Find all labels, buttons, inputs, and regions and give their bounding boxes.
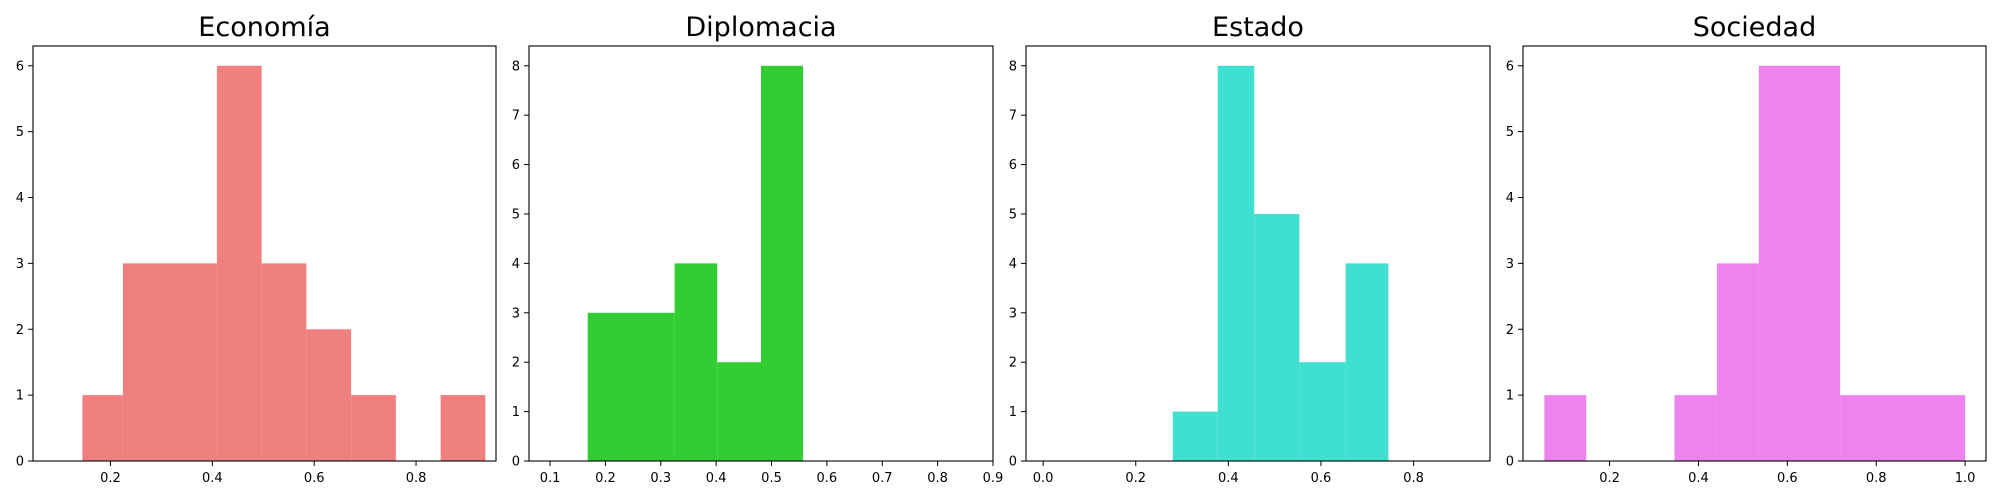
- y-tick-label: 7: [1009, 109, 1017, 124]
- y-tick-label: 2: [1009, 356, 1017, 371]
- y-tick-label: 3: [1009, 306, 1017, 321]
- x-tick-label: 0.8: [927, 471, 948, 486]
- histogram-bar: [674, 263, 718, 461]
- x-tick-label: 0.3: [650, 471, 671, 486]
- histogram-bar: [1758, 65, 1841, 461]
- y-tick-label: 6: [1506, 59, 1514, 74]
- axes-frame: [32, 45, 497, 462]
- y-tick-label: 1: [1009, 405, 1017, 420]
- x-tick-label: 0.4: [202, 471, 223, 486]
- histogram-bar: [587, 312, 675, 461]
- x-tick-label: 0.9: [983, 471, 1004, 486]
- y-tick-label: 5: [16, 125, 24, 140]
- panel-title: Estado: [1212, 12, 1304, 43]
- y-tick-label: 5: [512, 207, 520, 222]
- y-tick-label: 1: [16, 389, 24, 404]
- y-tick-label: 5: [1009, 207, 1017, 222]
- y-tick-label: 1: [1506, 389, 1514, 404]
- x-tick-label: 0.2: [1599, 471, 1620, 486]
- histogram-bar: [1544, 395, 1587, 461]
- panel-title: Sociedad: [1693, 12, 1816, 43]
- x-tick-label: 1.0: [1955, 471, 1976, 486]
- y-tick-label: 0: [16, 455, 24, 470]
- histogram-bar: [122, 263, 217, 461]
- panel-diplomacia: Diplomacia 0.1 0.2 0.3 0.4 0.5 0.6 0.7 0.8 0.9 0 1…: [512, 12, 1004, 486]
- axes-frame: [528, 45, 994, 462]
- x-tick-label: 0.4: [1688, 471, 1709, 486]
- y-tick-label: 0: [1506, 455, 1514, 470]
- axes-frame: [1025, 45, 1491, 462]
- histogram-bar: [1840, 395, 1966, 461]
- histogram-bar: [1299, 362, 1346, 461]
- y-tick-label: 4: [16, 191, 24, 206]
- histogram-bar: [1674, 395, 1717, 461]
- y-tick-label: 4: [1009, 257, 1017, 272]
- x-tick-label: 0.0: [1033, 471, 1054, 486]
- y-tick-label: 1: [512, 405, 520, 420]
- axes-frame: [1522, 45, 1987, 462]
- histogram-bar: [216, 65, 262, 461]
- x-tick-label: 0.5: [761, 471, 782, 486]
- panel-estado: Estado 0.0 0.2 0.4 0.6 0.8 0 1 2 3 4 5 6 7 8: [1009, 12, 1491, 486]
- x-tick-label: 0.2: [595, 471, 616, 486]
- histogram-bar: [1254, 213, 1300, 461]
- panel-title: Diplomacia: [685, 12, 836, 43]
- histogram-bar: [82, 395, 123, 461]
- histogram-bar: [1217, 65, 1255, 461]
- x-tick-label: 0.1: [540, 471, 561, 486]
- y-tick-label: 3: [1506, 257, 1514, 272]
- y-tick-label: 8: [1009, 59, 1017, 74]
- y-tick-label: 5: [1506, 125, 1514, 140]
- y-tick-label: 2: [16, 323, 24, 338]
- y-tick-label: 7: [512, 109, 520, 124]
- x-tick-label: 0.6: [304, 471, 325, 486]
- y-tick-label: 3: [512, 306, 520, 321]
- y-tick-label: 3: [16, 257, 24, 272]
- y-tick-label: 6: [1009, 158, 1017, 173]
- x-tick-label: 0.6: [817, 471, 838, 486]
- histogram-bar: [261, 263, 307, 461]
- histogram-bar: [761, 65, 804, 461]
- histogram-bar: [440, 395, 486, 461]
- histogram-bar: [306, 329, 352, 461]
- histogram-bar: [717, 362, 761, 461]
- histogram-bar: [351, 395, 396, 461]
- panel-sociedad: Sociedad 0.2 0.4 0.6 0.8 1.0 0 1 2 3 4 5 6: [1506, 12, 1987, 486]
- y-tick-label: 6: [512, 158, 520, 173]
- x-tick-label: 0.8: [406, 471, 427, 486]
- y-tick-label: 8: [512, 59, 520, 74]
- y-tick-label: 2: [512, 356, 520, 371]
- x-tick-label: 0.8: [1403, 471, 1424, 486]
- y-tick-label: 4: [1506, 191, 1514, 206]
- histogram-bar: [1716, 263, 1759, 461]
- x-tick-label: 0.2: [100, 471, 121, 486]
- y-tick-label: 0: [1009, 455, 1017, 470]
- x-tick-label: 0.4: [706, 471, 727, 486]
- x-tick-label: 0.8: [1866, 471, 1887, 486]
- x-tick-label: 0.2: [1125, 471, 1146, 486]
- x-tick-label: 0.6: [1777, 471, 1798, 486]
- x-tick-label: 0.7: [872, 471, 893, 486]
- x-tick-label: 0.6: [1311, 471, 1332, 486]
- x-tick-label: 0.4: [1218, 471, 1239, 486]
- panel-title: Economía: [198, 12, 330, 43]
- y-tick-label: 4: [512, 257, 520, 272]
- y-tick-label: 2: [1506, 323, 1514, 338]
- histogram-bar: [1345, 263, 1389, 461]
- y-tick-label: 6: [16, 59, 24, 74]
- y-tick-label: 0: [512, 455, 520, 470]
- histogram-bar: [1172, 411, 1218, 461]
- panel-economia: Economía 0.2 0.4 0.6 0.8 0 1 2 3 4 5 6: [16, 12, 497, 486]
